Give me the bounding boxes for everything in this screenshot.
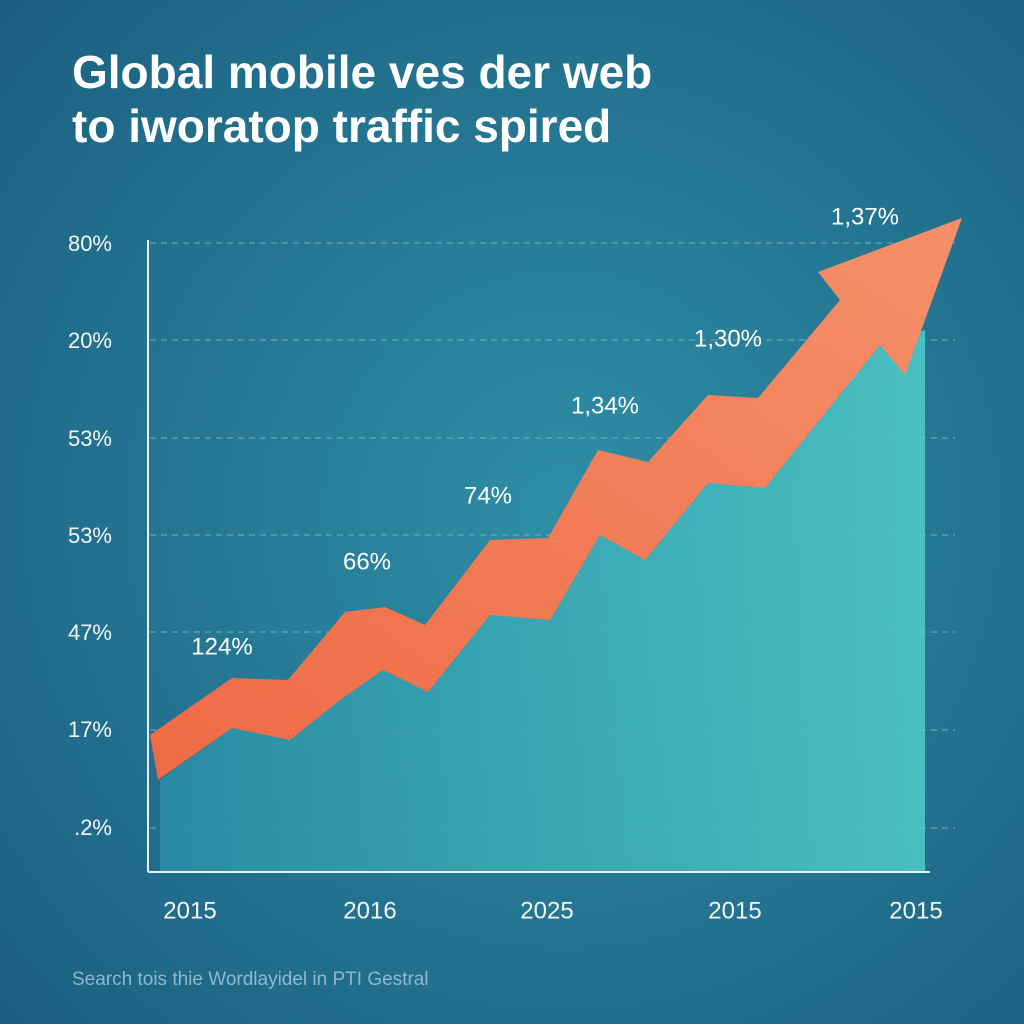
x-label: 2016 <box>343 897 396 924</box>
footer: Search tois thie Wordlayidel in PTI Gest… <box>72 969 429 990</box>
title-line: Global mobile ves der web <box>72 46 652 98</box>
y-label: 47% <box>68 620 112 645</box>
y-label: 20% <box>68 328 112 353</box>
point-label: 1,34% <box>571 392 639 419</box>
point-label: 66% <box>343 548 391 575</box>
x-label: 2015 <box>708 897 761 924</box>
y-label: 17% <box>68 717 112 742</box>
point-label: 74% <box>464 482 512 509</box>
y-label: 80% <box>68 231 112 256</box>
title-line: to iworatop traffic spired <box>72 100 611 152</box>
x-label: 2015 <box>889 897 942 924</box>
y-label: 53% <box>68 523 112 548</box>
point-label: 1,30% <box>694 325 762 352</box>
point-label: 1,37% <box>831 203 899 230</box>
y-label: 53% <box>68 426 112 451</box>
x-label: 2025 <box>520 897 573 924</box>
point-label: 124% <box>191 633 252 660</box>
area <box>160 330 925 872</box>
y-label: .2% <box>74 815 112 840</box>
trend-arrow <box>150 218 962 780</box>
x-label: 2015 <box>163 897 216 924</box>
